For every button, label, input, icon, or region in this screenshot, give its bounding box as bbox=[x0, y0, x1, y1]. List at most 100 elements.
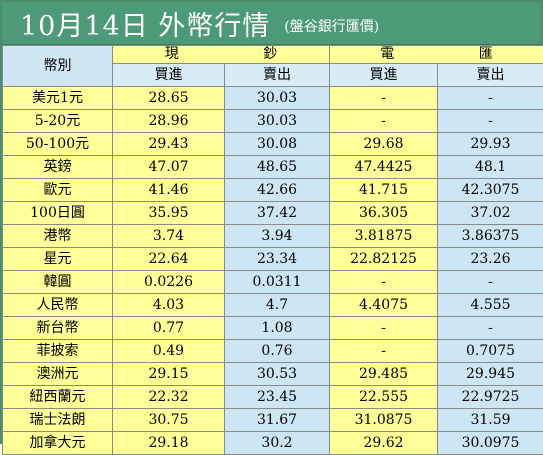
currency-name: 新台幣 bbox=[3, 317, 113, 340]
tt-sell-cell: - bbox=[438, 271, 543, 294]
currency-name: 紐西蘭元 bbox=[3, 386, 113, 409]
tt-sell-cell: 23.26 bbox=[438, 248, 543, 271]
cash-sell-cell: 23.45 bbox=[225, 386, 330, 409]
title-bar: 10月14日 外幣行情 (盤谷銀行匯價) bbox=[2, 2, 541, 45]
currency-name: 澳洲元 bbox=[3, 363, 113, 386]
currency-name: 50-100元 bbox=[3, 133, 113, 156]
tt-buy-cell: 29.68 bbox=[330, 133, 438, 156]
currency-name: 100日圓 bbox=[3, 202, 113, 225]
currency-name: 加拿大元 bbox=[3, 432, 113, 455]
tt-buy-cell: 22.82125 bbox=[330, 248, 438, 271]
cash-buy-cell: 0.49 bbox=[113, 340, 225, 363]
cash-sell-cell: 0.0311 bbox=[225, 271, 330, 294]
tt-sell-cell: 4.555 bbox=[438, 294, 543, 317]
tt-buy-cell: - bbox=[330, 271, 438, 294]
tt-sell-cell: 42.3075 bbox=[438, 179, 543, 202]
currency-header: 幣別 bbox=[3, 46, 113, 87]
tt-sell-cell: - bbox=[438, 87, 543, 110]
tt-buy-cell: 41.715 bbox=[330, 179, 438, 202]
tt-sell-cell: 30.0975 bbox=[438, 432, 543, 455]
cash-buy-cell: 29.15 bbox=[113, 363, 225, 386]
tt-buy-cell: 47.4425 bbox=[330, 156, 438, 179]
currency-name: 瑞士法朗 bbox=[3, 409, 113, 432]
cash-buy-cell: 30.75 bbox=[113, 409, 225, 432]
page-subtitle: (盤谷銀行匯價) bbox=[284, 16, 379, 36]
cash-sell-header: 賣出 bbox=[225, 64, 330, 87]
cash-buy-cell: 29.18 bbox=[113, 432, 225, 455]
currency-name: 星元 bbox=[3, 248, 113, 271]
tt-buy-cell: - bbox=[330, 110, 438, 133]
tt-sell-cell: 29.93 bbox=[438, 133, 543, 156]
cash-sell-cell: 31.67 bbox=[225, 409, 330, 432]
cash-buy-header: 買進 bbox=[113, 64, 225, 87]
currency-name: 港幣 bbox=[3, 225, 113, 248]
tt-buy-header: 買進 bbox=[330, 64, 438, 87]
cash-sell-cell: 30.08 bbox=[225, 133, 330, 156]
cash-header: 現 鈔 bbox=[113, 46, 330, 64]
currency-name: 英鎊 bbox=[3, 156, 113, 179]
tt-buy-cell: 36.305 bbox=[330, 202, 438, 225]
telegraphic-header: 電 匯 bbox=[330, 46, 543, 64]
tt-sell-cell: 37.02 bbox=[438, 202, 543, 225]
tt-sell-cell: 31.59 bbox=[438, 409, 543, 432]
cash-buy-cell: 0.77 bbox=[113, 317, 225, 340]
cash-sell-cell: 48.65 bbox=[225, 156, 330, 179]
cash-buy-cell: 3.74 bbox=[113, 225, 225, 248]
cash-buy-cell: 47.07 bbox=[113, 156, 225, 179]
cash-buy-cell: 22.32 bbox=[113, 386, 225, 409]
currency-name: 5-20元 bbox=[3, 110, 113, 133]
tt-buy-cell: 4.4075 bbox=[330, 294, 438, 317]
currency-name: 人民幣 bbox=[3, 294, 113, 317]
cash-buy-cell: 28.96 bbox=[113, 110, 225, 133]
tt-sell-cell: 29.945 bbox=[438, 363, 543, 386]
tt-sell-cell: 0.7075 bbox=[438, 340, 543, 363]
tt-sell-header: 賣出 bbox=[438, 64, 543, 87]
cash-sell-cell: 30.53 bbox=[225, 363, 330, 386]
cash-buy-cell: 28.65 bbox=[113, 87, 225, 110]
cash-buy-cell: 0.0226 bbox=[113, 271, 225, 294]
tt-sell-cell: 22.9725 bbox=[438, 386, 543, 409]
tt-buy-cell: - bbox=[330, 317, 438, 340]
cash-sell-cell: 3.94 bbox=[225, 225, 330, 248]
cash-sell-cell: 30.2 bbox=[225, 432, 330, 455]
tt-buy-cell: 3.81875 bbox=[330, 225, 438, 248]
tt-sell-cell: 48.1 bbox=[438, 156, 543, 179]
cash-buy-cell: 4.03 bbox=[113, 294, 225, 317]
tt-buy-cell: 29.62 bbox=[330, 432, 438, 455]
tt-sell-cell: 3.86375 bbox=[438, 225, 543, 248]
cash-buy-cell: 35.95 bbox=[113, 202, 225, 225]
cash-sell-cell: 42.66 bbox=[225, 179, 330, 202]
tt-buy-cell: 22.555 bbox=[330, 386, 438, 409]
cash-sell-cell: 4.7 bbox=[225, 294, 330, 317]
cash-buy-cell: 29.43 bbox=[113, 133, 225, 156]
cash-sell-cell: 0.76 bbox=[225, 340, 330, 363]
currency-name: 歐元 bbox=[3, 179, 113, 202]
tt-sell-cell: - bbox=[438, 110, 543, 133]
currency-name: 美元1元 bbox=[3, 87, 113, 110]
rate-sheet: 10月14日 外幣行情 (盤谷銀行匯價) 幣別 現 鈔 電 匯 買進 賣出 買進… bbox=[0, 0, 543, 444]
currency-name: 菲披索 bbox=[3, 340, 113, 363]
cash-sell-cell: 37.42 bbox=[225, 202, 330, 225]
tt-buy-cell: 29.485 bbox=[330, 363, 438, 386]
cash-sell-cell: 30.03 bbox=[225, 110, 330, 133]
tt-sell-cell: - bbox=[438, 317, 543, 340]
cash-sell-cell: 1.08 bbox=[225, 317, 330, 340]
tt-buy-cell: - bbox=[330, 340, 438, 363]
cash-buy-cell: 41.46 bbox=[113, 179, 225, 202]
